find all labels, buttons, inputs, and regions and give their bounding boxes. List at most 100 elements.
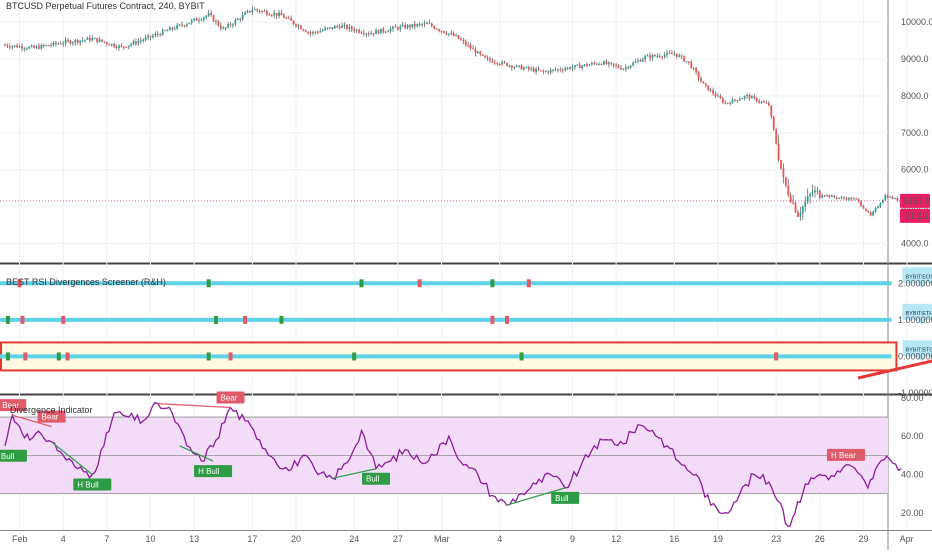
candle-up (110, 43, 113, 46)
candle-up (588, 64, 591, 66)
candle-down (421, 24, 423, 26)
candle-down (256, 9, 259, 11)
oscillator-tick-label: 60.00 (901, 431, 924, 441)
last-price-badge[interactable] (900, 193, 930, 208)
candle-up (476, 51, 479, 54)
bear-signal-marker (228, 352, 233, 361)
candle-down (898, 200, 901, 202)
candle-down (292, 20, 295, 25)
candle-up (884, 195, 887, 200)
candle-up (379, 28, 382, 34)
candle-down (687, 61, 690, 63)
candle-down (792, 202, 795, 204)
candle-up (814, 190, 816, 193)
candle-up (831, 195, 833, 198)
candle-down (518, 65, 520, 67)
bull-signal-marker (352, 352, 357, 361)
oscillator-pane[interactable]: Bear H Bull Bear H Bull Bear H Bull Bull Bull H … (0, 391, 902, 527)
candle-up (573, 65, 576, 68)
candle-down (869, 212, 872, 216)
candle-up (666, 52, 668, 55)
candle-down (755, 97, 758, 102)
candle-down (307, 31, 310, 33)
candle-up (142, 39, 145, 41)
bull-signal-marker (359, 279, 364, 288)
candle-up (879, 203, 882, 207)
bear-signal-marker (490, 315, 495, 324)
time-tick-label: 16 (669, 534, 679, 544)
symbol-tag[interactable] (902, 267, 932, 284)
symbol-tag[interactable] (902, 340, 932, 357)
time-axis[interactable]: Feb 4 7 10 13 17 20 24 27 Mar 4 9 12 16 19 23 26 29 Apr (12, 534, 914, 544)
time-tick-label: 23 (771, 534, 781, 544)
candle-down (4, 45, 6, 47)
symbol-tag[interactable] (902, 303, 932, 320)
candle-down (860, 201, 862, 206)
candle-down (658, 55, 661, 57)
candle-down (443, 31, 445, 33)
candle-up (176, 24, 179, 29)
candle-down (700, 78, 702, 82)
candle-down (396, 27, 399, 30)
bull-divergence-line (332, 468, 377, 479)
candle-up (28, 46, 31, 49)
screener-tick-label: -1.000000 (898, 388, 932, 398)
candle-down (605, 61, 608, 65)
candle-up (343, 25, 346, 27)
bear-signal-marker (23, 352, 28, 361)
candle-up (535, 68, 537, 72)
candle-down (484, 55, 487, 58)
candle-down (360, 32, 363, 34)
candle-down (290, 17, 293, 21)
candle-down (338, 26, 341, 28)
candle-up (329, 27, 331, 29)
screener-pane[interactable]: BYBIT:EOSUSD BYBIT:ETHUSD BYBIT:BTCUSD (0, 267, 932, 380)
candle-down (835, 197, 838, 199)
bull-signal-marker (5, 352, 10, 361)
candle-down (612, 63, 615, 66)
candle-down (181, 24, 183, 26)
candle-down (474, 48, 477, 54)
candle-down (433, 26, 436, 29)
candle-down (765, 102, 768, 104)
candle-up (178, 24, 181, 26)
bear-label-box (216, 391, 245, 404)
candle-down (896, 198, 899, 201)
candle-up (848, 197, 850, 200)
candle-down (42, 44, 45, 46)
bear-label-box (0, 399, 27, 412)
bull-signal-marker (490, 279, 495, 288)
candle-down (627, 66, 630, 68)
candle-up (341, 25, 343, 28)
candle-up (651, 54, 654, 59)
candle-down (559, 69, 562, 71)
bear-label: Bear (221, 393, 238, 402)
candle-up (450, 33, 453, 35)
candle-down (353, 29, 356, 31)
candle-up (154, 33, 157, 36)
candle-up (118, 45, 120, 48)
candle-down (258, 10, 261, 12)
candle-up (130, 44, 132, 46)
bear-divergence-line (157, 403, 231, 409)
countdown-label: 01:15 (905, 211, 928, 221)
price-tick-label: 8000.0 (901, 91, 929, 101)
candle-down (707, 85, 710, 91)
candle-down (460, 38, 462, 41)
candle-up (741, 98, 744, 100)
candle-down (763, 101, 765, 103)
candle-down (316, 32, 319, 34)
candle-down (532, 68, 535, 72)
candle-up (11, 46, 14, 48)
candle-down (367, 33, 370, 35)
price-pane[interactable] (0, 6, 901, 221)
candle-down (358, 29, 360, 33)
candle-up (79, 40, 82, 43)
candle-down (96, 38, 99, 42)
candle-up (646, 55, 649, 57)
red-arrow-shaft (857, 359, 932, 380)
time-tick-label: 27 (393, 534, 403, 544)
price-axes[interactable]: 10000.09000.08000.07000.06000.05000.0400… (898, 17, 932, 518)
